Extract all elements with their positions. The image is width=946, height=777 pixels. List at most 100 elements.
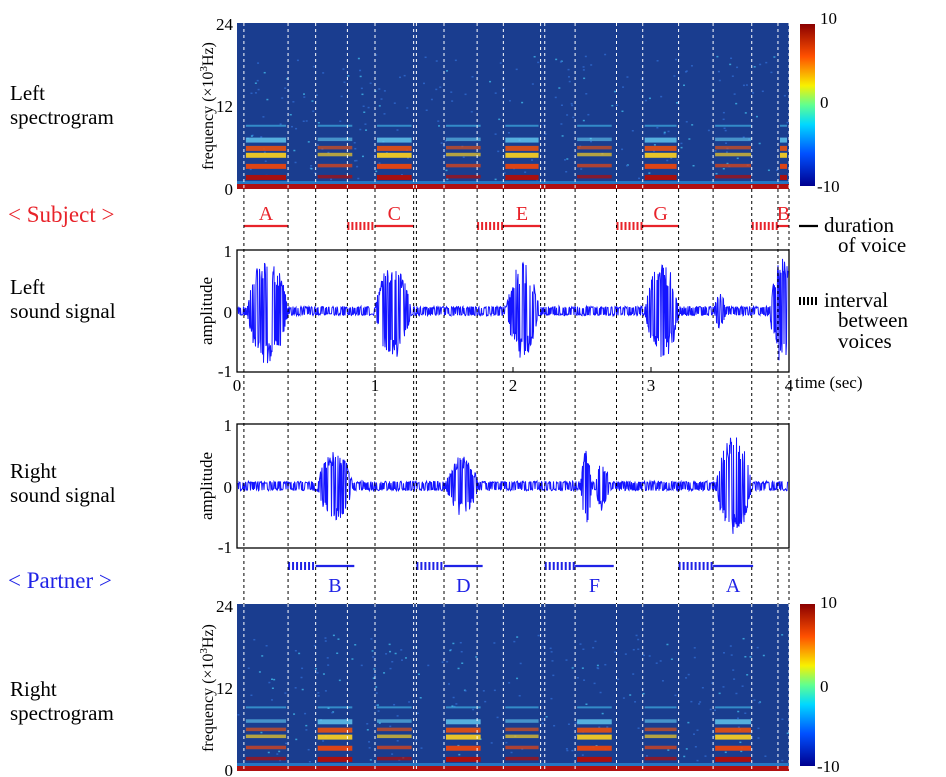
spectrogram-speckle: [576, 677, 579, 679]
spectrogram-harmonic-band: [779, 145, 787, 151]
spectrogram-speckle: [273, 678, 276, 681]
spectrogram-speckle: [736, 66, 739, 69]
spectrogram-upper-harmonic: [245, 124, 287, 127]
right-colorbar-tick-neg10: -10: [817, 757, 840, 776]
spectrogram-speckle: [383, 113, 386, 115]
spectrogram-speckle: [301, 688, 304, 691]
spectrogram-harmonic-band: [505, 163, 539, 169]
spectrogram-speckle: [437, 120, 440, 122]
spectrogram-speckle: [286, 78, 289, 80]
spectrogram-speckle: [724, 129, 727, 132]
spectrogram-speckle: [583, 77, 586, 80]
spectrogram-speckle: [690, 700, 693, 703]
spectrogram-speckle: [691, 124, 694, 126]
spectrogram-speckle: [399, 76, 402, 79]
voice-label: B: [777, 203, 790, 225]
spectrogram-speckle: [783, 95, 786, 97]
spectrogram-speckle: [351, 658, 354, 660]
spectrogram-upper-harmonic: [779, 124, 787, 127]
spectrogram-speckle: [533, 55, 536, 58]
spectrogram-harmonic-band: [577, 145, 612, 150]
spectrogram-speckle: [531, 159, 534, 161]
spectrogram-speckle: [673, 75, 676, 77]
spectrogram-speckle: [443, 145, 446, 148]
voice-label: A: [726, 575, 741, 597]
spectrogram-harmonic-band: [577, 734, 612, 740]
spectrogram-speckle: [459, 641, 462, 644]
spectrogram-harmonic-band: [245, 137, 287, 143]
spectrogram-harmonic-band: [377, 174, 412, 180]
spectrogram-speckle: [737, 726, 740, 729]
spectrogram-harmonic-band: [779, 137, 787, 143]
spectrogram-speckle: [408, 701, 411, 703]
left-amp-tick-0: 0: [224, 303, 233, 322]
spectrogram-harmonic-band: [377, 152, 412, 158]
spectrogram-speckle: [317, 695, 320, 697]
spectrogram-upper-harmonic: [577, 124, 612, 127]
spectrogram-speckle: [566, 114, 569, 116]
spectrogram-speckle: [313, 645, 316, 647]
spectrogram-speckle: [310, 167, 313, 170]
left-freq-tick-0: 0: [225, 180, 234, 199]
spectrogram-speckle: [599, 691, 602, 694]
spectrogram-speckle: [637, 727, 640, 729]
spectrogram-speckle: [764, 755, 767, 757]
spectrogram-speckle: [347, 75, 350, 77]
spectrogram-speckle: [393, 102, 396, 104]
spectrogram-harmonic-band: [644, 145, 677, 151]
spectrogram-speckle: [781, 759, 784, 762]
spectrogram-speckle: [391, 753, 394, 755]
spectrogram-speckle: [314, 668, 317, 670]
spectrogram-speckle: [687, 673, 690, 676]
voice-label: B: [328, 575, 341, 597]
spectrogram-speckle: [510, 751, 513, 754]
spectrogram-speckle: [670, 157, 673, 160]
spectrogram-speckle: [781, 634, 784, 636]
spectrogram-speckle: [726, 162, 729, 165]
spectrogram-speckle: [638, 177, 641, 180]
spectrogram-speckle: [258, 671, 261, 673]
spectrogram-speckle: [419, 697, 422, 699]
left-frequency-axis-label: frequency (×103Hz): [198, 42, 217, 170]
spectrogram-speckle: [566, 158, 569, 160]
spectrogram-speckle: [544, 133, 547, 135]
spectrogram-speckle: [575, 734, 578, 736]
spectrogram-harmonic-band: [317, 137, 353, 142]
spectrogram-harmonic-band: [779, 152, 787, 158]
spectrogram-speckle: [666, 159, 669, 162]
spectrogram-speckle: [375, 54, 378, 56]
spectrogram-speckle: [570, 102, 573, 105]
right-freq-tick-12: 12: [216, 679, 233, 698]
spectrogram-speckle: [621, 110, 624, 113]
spectrogram-speckle: [685, 677, 688, 679]
spectrogram-speckle: [440, 142, 443, 144]
spectrogram-harmonic-band: [779, 174, 787, 180]
spectrogram-speckle: [757, 737, 760, 739]
spectrogram-speckle: [773, 56, 776, 58]
spectrogram-speckle: [508, 100, 511, 102]
spectrogram-speckle: [767, 169, 770, 172]
spectrogram-speckle: [324, 637, 327, 639]
spectrogram-speckle: [359, 75, 362, 78]
spectrogram-speckle: [716, 55, 719, 58]
right-freq-tick-0: 0: [225, 761, 234, 777]
spectrogram-upper-harmonic: [577, 706, 612, 709]
spectrogram-speckle: [444, 140, 447, 142]
spectrogram-upper-harmonic: [505, 706, 539, 709]
spectrogram-harmonic-band: [446, 145, 481, 150]
spectrogram-speckle: [635, 634, 638, 637]
spectrogram-speckle: [406, 107, 409, 109]
row-label-left-sound-line2: sound signal: [10, 299, 116, 323]
spectrogram-speckle: [279, 759, 282, 762]
spectrogram-speckle: [449, 649, 452, 652]
spectrogram-speckle: [301, 667, 304, 670]
spectrogram-speckle: [699, 701, 702, 703]
spectrogram-speckle: [724, 751, 727, 754]
spectrogram-speckle: [293, 713, 296, 715]
spectrogram-speckle: [378, 105, 381, 107]
spectrogram-speckle: [359, 128, 362, 131]
row-label-right-spectrogram: Right spectrogram: [10, 677, 114, 725]
spectrogram-speckle: [337, 638, 340, 640]
legend-interval-line3: voices: [838, 329, 892, 353]
spectrogram-speckle: [722, 118, 725, 121]
